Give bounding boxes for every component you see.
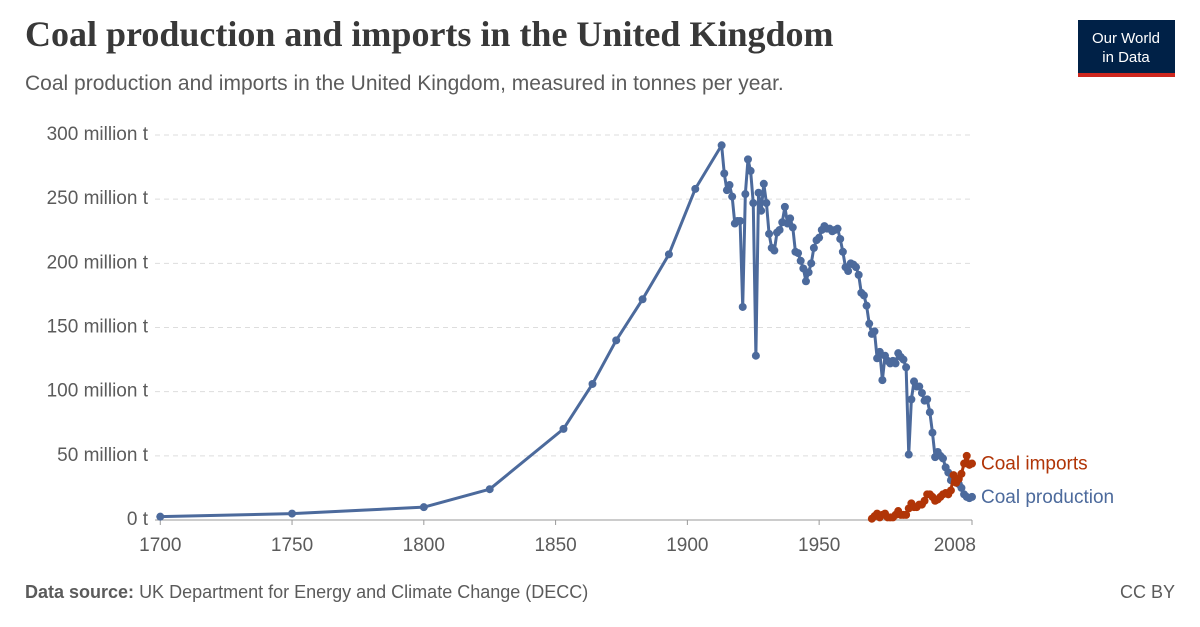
data-point	[728, 192, 737, 201]
x-tick-label: 1950	[798, 535, 840, 556]
series-label: Coal production	[981, 487, 1114, 508]
chart-subtitle: Coal production and imports in the Unite…	[25, 72, 784, 95]
data-point	[902, 363, 911, 372]
data-point	[725, 181, 734, 190]
data-point	[928, 428, 937, 437]
data-point	[588, 379, 597, 388]
data-point	[873, 354, 882, 363]
data-point	[957, 469, 966, 478]
data-point	[804, 268, 813, 277]
data-point	[288, 509, 297, 518]
logo-box	[1078, 20, 1175, 76]
source-text: UK Department for Energy and Climate Cha…	[139, 582, 588, 602]
data-point	[691, 184, 700, 193]
logo[interactable]: Our World in Data	[1078, 20, 1175, 77]
data-point	[638, 295, 647, 304]
logo-text: in Data	[1102, 49, 1150, 66]
data-point	[968, 492, 976, 501]
data-point	[939, 454, 948, 463]
data-point	[923, 395, 932, 404]
data-point	[754, 188, 763, 197]
data-point	[156, 512, 165, 521]
data-point	[899, 355, 908, 364]
y-tick-label: 100 million t	[47, 381, 149, 402]
data-point	[917, 388, 926, 397]
data-point	[833, 224, 842, 233]
chart-title: Coal production and imports in the Unite…	[25, 14, 833, 54]
data-point	[788, 223, 797, 232]
data-point	[746, 166, 755, 175]
data-point	[962, 451, 971, 460]
data-point	[904, 450, 913, 459]
data-point	[878, 376, 887, 385]
data-point	[717, 141, 726, 150]
data-point	[736, 216, 745, 225]
data-point	[741, 190, 750, 199]
data-point	[738, 302, 747, 311]
data-point	[844, 267, 853, 276]
y-tick-label: 250 million t	[47, 188, 149, 209]
x-tick-label: 1700	[139, 535, 181, 556]
source-label: Data source:	[25, 582, 134, 602]
license[interactable]: CC BY	[1120, 582, 1175, 602]
data-point	[902, 510, 911, 519]
data-point	[801, 277, 810, 286]
data-point	[780, 202, 789, 211]
data-point	[786, 214, 795, 223]
data-point	[485, 485, 494, 494]
data-point	[815, 233, 824, 242]
data-point	[946, 486, 955, 495]
y-tick-label: 50 million t	[57, 445, 149, 466]
y-tick-label: 200 million t	[47, 252, 149, 273]
data-point	[807, 259, 816, 268]
series-label: Coal imports	[981, 454, 1088, 475]
data-point	[859, 291, 868, 300]
data-point	[759, 179, 768, 188]
data-point	[757, 206, 766, 215]
data-point	[751, 351, 760, 360]
data-point	[968, 459, 976, 468]
data-point	[775, 225, 784, 234]
data-point	[612, 336, 621, 345]
data-point	[809, 243, 818, 252]
data-point	[720, 169, 729, 178]
logo-text: Our World	[1092, 30, 1160, 47]
data-point	[852, 263, 861, 272]
data-point	[907, 395, 916, 404]
data-point	[838, 247, 847, 256]
source: Data source: UK Department for Energy an…	[25, 582, 588, 602]
data-point	[796, 256, 805, 265]
data-point	[891, 359, 900, 368]
data-point	[664, 250, 673, 259]
y-tick-label: 150 million t	[47, 317, 149, 338]
x-tick-label: 1750	[271, 535, 313, 556]
data-point	[419, 503, 428, 512]
x-tick-label: 2008	[934, 535, 976, 556]
x-tick-label: 1850	[534, 535, 576, 556]
data-point	[836, 234, 845, 243]
x-tick-label: 1900	[666, 535, 708, 556]
y-tick-label: 300 million t	[47, 124, 149, 145]
data-point	[870, 327, 879, 336]
x-tick-label: 1800	[403, 535, 445, 556]
data-point	[794, 249, 803, 258]
logo-stripe	[1078, 73, 1175, 77]
data-point	[957, 483, 966, 492]
y-tick-label: 0 t	[127, 509, 149, 530]
data-point	[915, 382, 924, 391]
data-point	[920, 496, 929, 505]
data-point	[559, 424, 568, 433]
data-point	[862, 301, 871, 310]
data-point	[743, 155, 752, 164]
series-line	[160, 143, 973, 519]
data-point	[765, 229, 774, 238]
data-point	[925, 408, 934, 417]
data-point	[770, 246, 779, 255]
data-point	[762, 199, 771, 208]
data-point	[865, 319, 874, 328]
data-point	[854, 270, 863, 279]
data-point	[749, 199, 758, 208]
